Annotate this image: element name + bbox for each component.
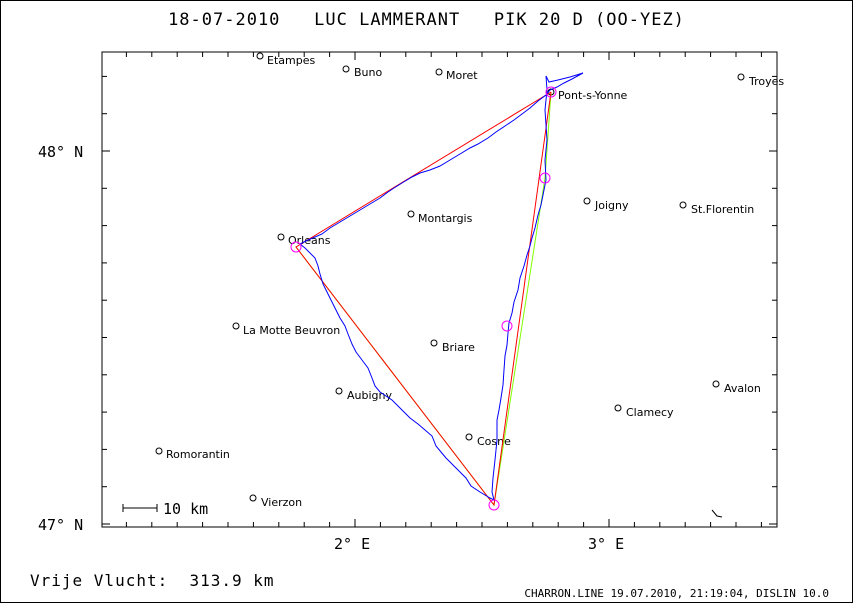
turnpoint-marker (290, 241, 302, 253)
town-marker (249, 494, 257, 502)
flight-date: 18-07-2010 (168, 10, 281, 30)
distance-value: 313.9 km (189, 571, 275, 590)
town-label: Orleans (288, 234, 331, 247)
town-label: Joigny (594, 199, 629, 212)
turnpoint-marker (488, 499, 500, 511)
town-label: Clamecy (626, 406, 674, 419)
town-label: Briare (442, 341, 475, 354)
town-marker (737, 73, 745, 81)
town-label: Troyes (748, 75, 784, 88)
town-marker (679, 201, 687, 209)
page-title: 18-07-2010 LUC LAMMERANT PIK 20 D (OO-YE… (0, 10, 853, 30)
town-marker (712, 380, 720, 388)
town-label: Romorantin (166, 448, 230, 461)
scale-bar: 10 km (122, 500, 208, 518)
pilot-name: LUC LAMMERANT (314, 10, 461, 30)
town-marker (430, 339, 438, 347)
flight-track (299, 72, 584, 501)
turnpoint-markers (290, 86, 557, 511)
town-label: Cosne (477, 435, 511, 448)
town-label: Montargis (418, 212, 473, 225)
town-marker (407, 210, 415, 218)
lon-label-3: 3° E (588, 535, 624, 553)
town-label: Buno (354, 66, 382, 79)
town-marker (232, 322, 240, 330)
town-label: La Motte Beuvron (243, 324, 340, 337)
lon-label-2: 2° E (334, 535, 370, 553)
town-marker (435, 68, 443, 76)
scale-label: 10 km (163, 500, 208, 518)
lat-label-48: 48° N (38, 143, 83, 161)
turnpoint-marker (539, 172, 551, 184)
town-marker (256, 52, 264, 60)
town-label: Etampes (267, 54, 315, 67)
task-line (295, 91, 552, 507)
town-marker (335, 387, 343, 395)
distance-label: Vrije Vlucht: (30, 571, 169, 590)
glider-name: PIK 20 D (OO-YEZ) (493, 10, 685, 30)
turnpoint-marker (501, 320, 513, 332)
town-label: Pont-s-Yonne (558, 89, 628, 102)
declared-task-line (295, 91, 552, 507)
turnpoint-marker (545, 86, 557, 98)
map-symbol (711, 509, 723, 518)
lat-label-47: 47° N (38, 516, 83, 534)
plot-border (101, 51, 778, 528)
town-marker (155, 447, 163, 455)
town-marker (465, 433, 473, 441)
town-label: Moret (446, 69, 478, 82)
town-marker (583, 197, 591, 205)
town-markers: Etampes Buno Moret Troyes Pont-s-Yonne J… (155, 52, 784, 509)
town-marker (342, 65, 350, 73)
town-marker (277, 233, 285, 241)
town-label: Vierzon (261, 496, 302, 509)
town-label: St.Florentin (691, 203, 754, 216)
town-marker (614, 404, 622, 412)
distance-summary: Vrije Vlucht: 313.9 km (30, 571, 275, 590)
town-label: Avalon (724, 382, 761, 395)
program-info: CHARRON.LINE 19.07.2010, 21:19:04, DISLI… (524, 587, 829, 600)
axis-ticks (102, 52, 777, 527)
